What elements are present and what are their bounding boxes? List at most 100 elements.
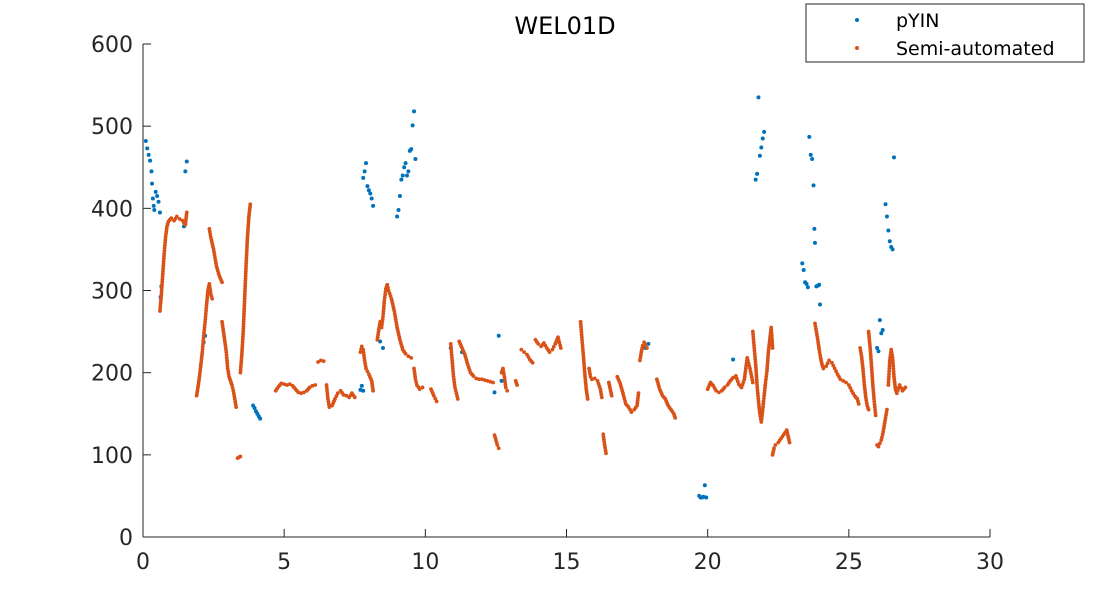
legend-marker-pyin xyxy=(855,18,859,22)
semi-automated-point xyxy=(751,332,755,337)
semi-automated-point xyxy=(230,385,235,390)
x-tick-label: 5 xyxy=(277,550,291,575)
pyin-point xyxy=(368,191,373,196)
semi-automated-point xyxy=(383,292,388,297)
pyin-point xyxy=(258,416,263,421)
semi-automated-point xyxy=(876,444,881,449)
semi-automated-point xyxy=(184,210,189,215)
semi-automated-point xyxy=(515,383,519,387)
semi-automated-point xyxy=(750,329,755,334)
semi-automated-point xyxy=(581,348,585,353)
semi-automated-point xyxy=(844,380,848,385)
semi-automated-point xyxy=(451,369,455,374)
semi-automated-point xyxy=(202,330,206,335)
semi-automated-point xyxy=(629,410,634,415)
semi-automated-point xyxy=(755,391,760,396)
semi-automated-point xyxy=(547,350,552,355)
pyin-point xyxy=(883,202,888,207)
semi-automated-point xyxy=(645,346,649,350)
pyin-point xyxy=(364,161,369,166)
semi-automated-point xyxy=(753,357,758,361)
semi-automated-point xyxy=(503,385,508,390)
semi-automated-point xyxy=(714,388,719,393)
semi-automated-point xyxy=(203,311,208,316)
semi-automated-point xyxy=(203,314,208,319)
semi-automated-point xyxy=(316,360,320,364)
semi-automated-point xyxy=(856,401,861,406)
semi-automated-point xyxy=(455,394,459,398)
pyin-point xyxy=(762,129,767,134)
pyin-point xyxy=(362,169,367,174)
semi-automated-point xyxy=(861,374,866,379)
semi-automated-point xyxy=(381,306,386,311)
semi-automated-point xyxy=(891,364,896,368)
semi-automated-point xyxy=(204,308,208,313)
pyin-point xyxy=(365,184,370,189)
semi-automated-point xyxy=(383,289,388,294)
semi-automated-point xyxy=(225,363,230,368)
semi-automated-point xyxy=(761,399,766,404)
semi-automated-point xyxy=(609,393,614,398)
semi-automated-point xyxy=(887,361,892,365)
semi-automated-point xyxy=(550,347,555,352)
pyin-point xyxy=(153,189,158,194)
semi-automated-point xyxy=(201,336,206,341)
semi-automated-point xyxy=(604,451,608,456)
x-tick-label: 25 xyxy=(835,550,863,575)
semi-automated-point xyxy=(203,317,208,321)
semi-automated-point xyxy=(872,399,877,404)
semi-automated-point xyxy=(755,383,759,387)
semi-automated-point xyxy=(364,366,368,371)
semi-automated-point xyxy=(382,295,387,300)
semi-automated-point xyxy=(861,369,866,374)
pyin-point xyxy=(252,405,257,410)
semi-automated-point xyxy=(234,405,239,410)
semi-automated-point xyxy=(496,446,501,451)
semi-automated-point xyxy=(381,314,385,319)
semi-automated-point xyxy=(871,388,876,393)
pyin-point xyxy=(879,331,884,336)
semi-automated-point xyxy=(755,385,760,390)
semi-automated-point xyxy=(454,391,459,396)
pyin-point xyxy=(875,346,880,351)
x-tick-label: 20 xyxy=(694,550,722,575)
semi-automated-point xyxy=(763,380,768,385)
semi-automated-point xyxy=(406,354,411,359)
semi-automated-point xyxy=(752,346,757,350)
pyin-point xyxy=(148,158,153,163)
pyin-point xyxy=(380,346,385,351)
semi-automated-point xyxy=(787,440,792,445)
semi-automated-point xyxy=(220,280,224,285)
semi-automated-point xyxy=(722,385,727,390)
semi-automated-point xyxy=(453,385,457,390)
pyin-point xyxy=(359,383,364,388)
semi-automated-point xyxy=(887,369,892,374)
pyin-point xyxy=(145,146,150,151)
semi-automated-point xyxy=(862,380,867,385)
semi-automated-point xyxy=(449,344,453,349)
semi-automated-point xyxy=(344,393,349,398)
semi-automated-point xyxy=(202,322,207,327)
semi-automated-point xyxy=(163,240,168,245)
semi-automated-point xyxy=(158,298,163,302)
pyin-point xyxy=(404,173,409,178)
pyin-point xyxy=(753,177,758,182)
semi-automated-point xyxy=(770,346,775,350)
semi-automated-point xyxy=(519,347,524,352)
semi-automated-point xyxy=(495,443,500,447)
pyin-point xyxy=(410,123,415,128)
semi-automated-point xyxy=(760,407,765,412)
semi-automated-point xyxy=(580,343,585,348)
semi-automated-point xyxy=(358,350,363,355)
legend-box xyxy=(805,3,1085,63)
semi-automated-point xyxy=(829,360,834,365)
pyin-point xyxy=(397,194,402,199)
semi-automated-point xyxy=(871,385,875,390)
y-tick-label: 100 xyxy=(91,444,133,469)
semi-automated-point xyxy=(585,397,590,401)
x-tick-label: 30 xyxy=(976,550,1004,575)
pyin-point xyxy=(406,169,411,174)
semi-automated-point xyxy=(324,385,329,390)
pyin-point xyxy=(890,247,895,252)
